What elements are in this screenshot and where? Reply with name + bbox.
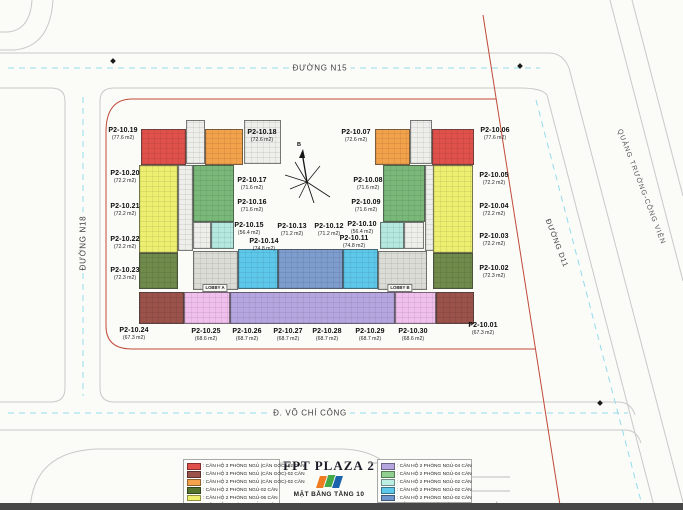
street-label-n18: ĐƯỜNG N18 <box>78 212 88 274</box>
legend-item: CĂN HỘ 2 PHÒNG NGỦ (CĂN GÓC)-02 CĂN <box>187 479 305 486</box>
unit-block-15 <box>211 222 234 249</box>
unit-block-02 <box>433 253 473 289</box>
unit-block-19 <box>141 129 186 165</box>
unit-block-07 <box>375 129 410 165</box>
unit-block-10 <box>380 222 404 249</box>
unit-label-29: P2-10.29 (68.7 m2) <box>355 328 385 342</box>
floor-title: MẶT BẰNG TẦNG 10 <box>293 491 365 498</box>
unit-label-15: P2-10.15 (56.4 m2) <box>234 222 264 236</box>
unit-label-21: P2-10.21 (72.2 m2) <box>110 203 140 217</box>
unit-block-06 <box>432 129 474 165</box>
unit-label-05: P2-10.05 (72.2 m2) <box>479 172 509 186</box>
unit-label-16: P2-10.16 (71.6 m2) <box>237 199 267 213</box>
unit-block-08-09 <box>383 165 425 222</box>
lobby-a-label: LOBBY A <box>202 284 228 292</box>
unit-block-24 <box>139 292 184 324</box>
unit-label-17: P2-10.17 (71.6 m2) <box>237 177 267 191</box>
street-label-n15: ĐƯỜNG N15 <box>289 63 351 73</box>
unit-label-11: P2-10.11 (74.8 m2) <box>339 235 369 249</box>
compass-icon <box>284 149 331 204</box>
legend-item: CĂN HỘ 2 PHÒNG NGỦ-04 CĂN <box>381 471 472 478</box>
core-block <box>244 120 281 164</box>
legend-item: CĂN HỘ 2 PHÒNG NGỦ-02 CĂN <box>381 479 472 486</box>
unit-block-25 <box>184 292 230 324</box>
legend-swatch-blue <box>381 494 395 502</box>
unit-label-22: P2-10.22 (72.2 m2) <box>110 236 140 250</box>
bottom-window-bar <box>0 503 683 510</box>
unit-label-03: P2-10.03 (72.2 m2) <box>479 233 509 247</box>
legend-left: CĂN HỘ 3 PHÒNG NGỦ (CĂN GÓC)-02 CĂN CĂN … <box>183 459 305 510</box>
unit-label-04: P2-10.04 (72.2 m2) <box>479 203 509 217</box>
legend-swatch-purple <box>381 463 395 470</box>
unit-label-26: P2-10.26 (68.7 m2) <box>232 328 262 342</box>
legend-item: CĂN HỘ 3 PHÒNG NGỦ (CĂN GÓC)-02 CĂN <box>187 471 305 478</box>
fpt-logo-icon <box>281 475 377 489</box>
legend-swatch-cyan <box>381 487 395 494</box>
legend-right: CĂN HỘ 2 PHÒNG NGỦ-04 CĂN CĂN HỘ 2 PHÒNG… <box>377 459 499 510</box>
unit-label-23: P2-10.23 (72.3 m2) <box>110 267 140 281</box>
legend-swatch-maroon <box>187 471 201 478</box>
legend-swatch-mint <box>381 479 395 486</box>
unit-label-20: P2-10.20 (72.2 m2) <box>110 170 140 184</box>
unit-label-02: P2-10.02 (72.3 m2) <box>479 265 509 279</box>
legend-swatch-yellow <box>187 494 201 502</box>
legend-item: CĂN HỘ 2 PHÒNG NGỦ-02 CĂN <box>381 487 472 494</box>
unit-label-25: P2-10.25 (68.6 m2) <box>191 328 221 342</box>
lobby-b-block <box>378 251 427 290</box>
core-block <box>193 222 211 249</box>
core-block <box>178 165 193 251</box>
unit-label-12: P2-10.12 (71.2 m2) <box>314 223 344 237</box>
unit-label-24: P2-10.24 (67.3 m2) <box>119 327 149 341</box>
legend-swatch-green <box>381 471 395 478</box>
unit-block-18 <box>205 129 243 165</box>
unit-block-30 <box>395 292 436 324</box>
legend-swatch-olive <box>187 487 201 494</box>
legend-item: CĂN HỘ 2 PHÒNG NGỦ-06 CĂN <box>187 494 278 502</box>
unit-label-10: P2-10.10 (56.4 m2) <box>347 221 377 235</box>
unit-label-19: P2-10.19 (77.6 m2) <box>108 127 138 141</box>
unit-label-09: P2-10.09 (71.6 m2) <box>351 199 381 213</box>
road-markers <box>110 58 603 406</box>
legend-swatch-orange <box>187 479 201 486</box>
street-label-vo-chi-cong: Đ. VÕ CHÍ CÔNG <box>270 408 350 418</box>
site-boundary <box>105 14 561 506</box>
unit-block-01 <box>436 292 474 324</box>
unit-label-07: P2-10.07 (72.6 m2) <box>341 129 371 143</box>
lobby-a-block <box>193 251 238 290</box>
legend-item: CĂN HỘ 2 PHÒNG NGỦ-02 CĂN <box>381 494 472 502</box>
legend-swatch-red <box>187 463 201 470</box>
lobby-b-label: LOBBY B <box>387 284 413 292</box>
legend-item: CĂN HỘ 2 PHÒNG NGỦ-02 CĂN <box>187 487 278 494</box>
compass-north-label: B <box>297 142 301 148</box>
plan-title-block: FPT PLAZA 2 MẶT BẰNG TẦNG 10 <box>281 458 377 498</box>
legend-item: CĂN HỘ 2 PHÒNG NGỦ-04 CĂN <box>381 463 472 470</box>
unit-label-27: P2-10.27 (68.7 m2) <box>273 328 303 342</box>
unit-block-26-29 <box>230 292 395 324</box>
core-block <box>410 120 432 164</box>
unit-block-17-16 <box>193 165 234 222</box>
unit-block-20-22 <box>139 165 178 253</box>
unit-label-01: P2-10.01 (67.3 m2) <box>468 322 498 336</box>
unit-label-14: P2-10.14 (74.8 m2) <box>249 238 279 252</box>
unit-block-05-03 <box>433 165 473 253</box>
unit-label-18: P2-10.18 (72.6 m2) <box>247 129 277 143</box>
project-title: FPT PLAZA 2 <box>283 458 375 473</box>
unit-block-14 <box>238 249 278 289</box>
core-block <box>186 120 205 164</box>
unit-label-28: P2-10.28 (68.7 m2) <box>312 328 342 342</box>
unit-block-13-12 <box>278 249 343 289</box>
unit-label-06: P2-10.06 (77.6 m2) <box>480 127 510 141</box>
unit-block-23 <box>139 253 178 289</box>
unit-label-08: P2-10.08 (71.6 m2) <box>353 177 383 191</box>
unit-label-13: P2-10.13 (71.2 m2) <box>277 223 307 237</box>
core-block <box>404 222 424 249</box>
unit-block-11 <box>343 249 378 289</box>
unit-label-30: P2-10.30 (68.6 m2) <box>398 328 428 342</box>
legend-item: CĂN HỘ 3 PHÒNG NGỦ (CĂN GÓC)-02 CĂN <box>187 463 305 470</box>
